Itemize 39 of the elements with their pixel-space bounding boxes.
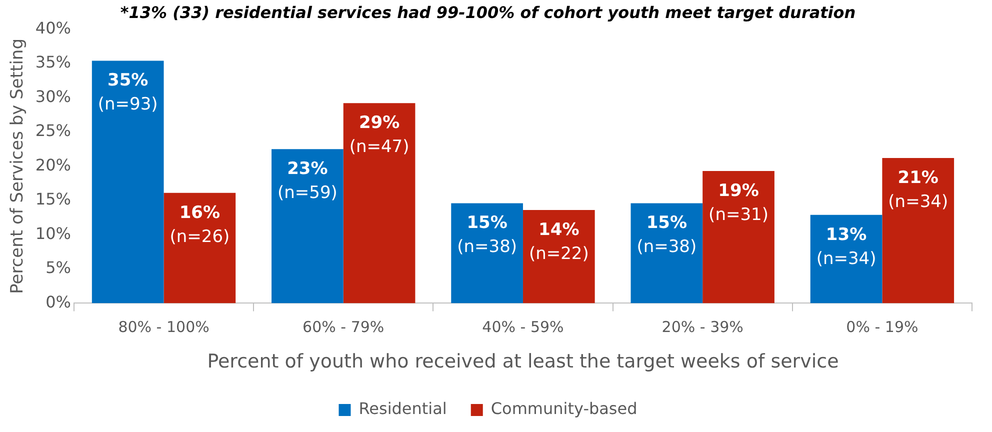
x-tick-label: 0% - 19% [846,318,918,336]
legend-label: Residential [358,399,447,418]
data-label: 13% (n=34) [816,224,876,269]
data-label: 14% (n=22) [528,220,589,264]
bar [882,158,954,304]
x-tick-label: 80% - 100% [118,318,210,336]
data-label: 23% (n=59) [277,158,338,203]
y-tick-label: 30% [35,86,71,106]
x-tick-label: 60% - 79% [302,318,384,336]
y-tick-label: 20% [35,155,71,174]
y-tick-label: 5% [46,258,71,278]
bar [343,103,416,304]
data-label: 16% (n=26) [170,202,230,247]
data-label: 21% (n=34) [888,168,948,212]
y-axis-title: Percent of Services by Setting [8,38,28,294]
data-label: 15% (n=38) [457,213,518,258]
y-tick-label: 40% [35,18,71,38]
y-tick-label: 25% [35,121,71,140]
x-tick-label: 40% - 59% [482,318,564,336]
bar [164,192,236,304]
data-label: 29% (n=47) [349,113,410,158]
y-tick-label: 0% [46,292,71,312]
bar [522,210,595,304]
y-tick-label: 35% [35,52,71,72]
bar [451,203,523,304]
bar [702,170,774,304]
bar [810,214,882,304]
legend-label: Community-based [490,399,638,418]
data-label: 19% (n=31) [708,180,768,225]
bar [272,149,344,304]
data-label: 15% (n=38) [636,213,697,258]
data-label: 35% (n=93) [98,70,158,115]
chart-title: *13% (33) residential services had 99-100% of cohort youth meet target duration [120,2,856,22]
y-tick-label: 10% [35,224,71,243]
bar [630,203,703,304]
x-axis-title: Percent of youth who received at least the target weeks of service [207,350,839,373]
y-tick-label: 15% [35,190,71,209]
x-tick-label: 20% - 39% [662,318,744,336]
bar [92,60,164,304]
